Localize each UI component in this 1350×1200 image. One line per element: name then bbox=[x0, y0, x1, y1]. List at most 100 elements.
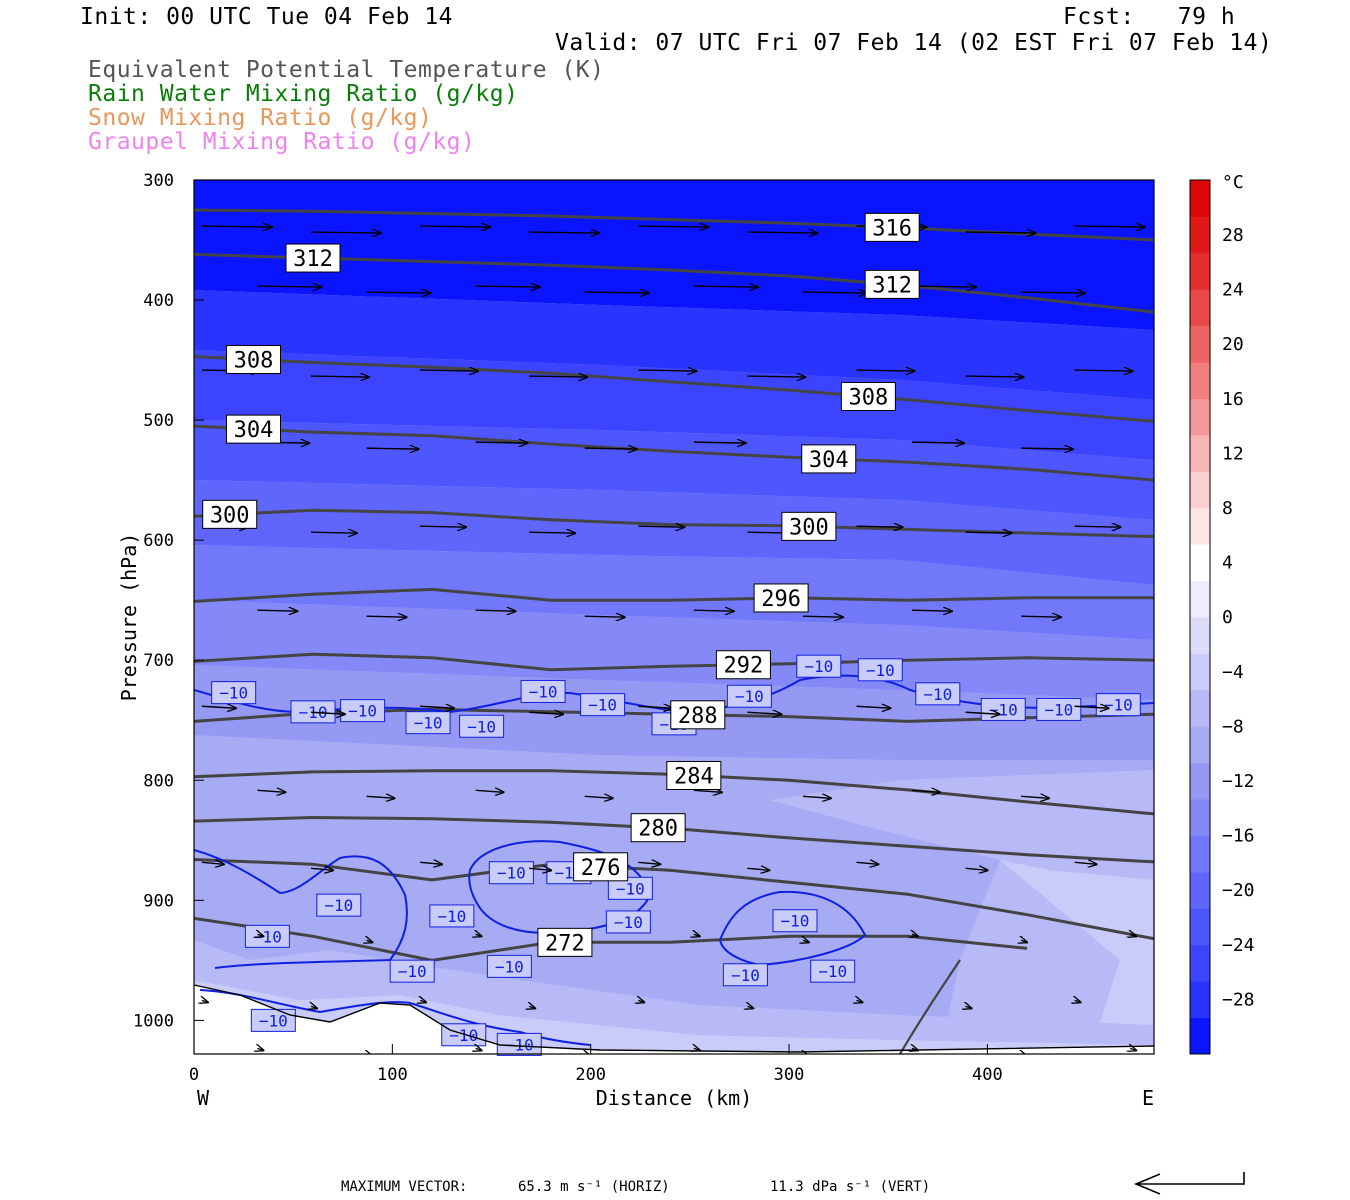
minus10-label: −10 bbox=[915, 682, 961, 706]
wind-vector bbox=[1074, 226, 1145, 227]
theta-e-label-text: 272 bbox=[545, 931, 585, 956]
minus10-label-text: −10 bbox=[616, 879, 645, 898]
minus10-label-box bbox=[211, 681, 257, 705]
wind-vector bbox=[747, 376, 805, 377]
y-tick-label: 500 bbox=[143, 411, 174, 431]
theta-e-label-316: 316 bbox=[864, 212, 920, 242]
colorbar-swatch bbox=[1190, 325, 1210, 363]
minus10-label-box bbox=[520, 679, 566, 703]
y-tick-label: 600 bbox=[143, 531, 174, 551]
minus10-label-box bbox=[605, 910, 651, 934]
wind-vector bbox=[311, 532, 357, 533]
wind-vector bbox=[693, 790, 722, 792]
wind-vector bbox=[911, 610, 952, 611]
wind-vector bbox=[420, 370, 478, 371]
forecast-hour: Fcst: 79 h bbox=[1063, 4, 1236, 30]
colorbar-swatch bbox=[1190, 689, 1210, 727]
minus10-label: −10 bbox=[857, 658, 903, 682]
minus10-label-text: −10 bbox=[398, 962, 427, 981]
wind-vector bbox=[584, 292, 649, 293]
wind-vector bbox=[1021, 448, 1073, 449]
minus10-label: −10 bbox=[1036, 697, 1082, 721]
minus10-label-text: −10 bbox=[614, 913, 643, 932]
terrain-mask bbox=[194, 985, 1154, 1054]
wind-vector bbox=[747, 232, 817, 233]
minus10-label-text: −10 bbox=[588, 696, 617, 715]
wind-vector bbox=[311, 376, 369, 377]
fill-band-3 bbox=[194, 350, 1154, 460]
wind-vector bbox=[529, 868, 551, 870]
wind-vector bbox=[475, 790, 504, 792]
colorbar-swatch bbox=[1190, 471, 1210, 509]
colorbar-tick-label: 8 bbox=[1222, 498, 1233, 519]
field-label-rain: Rain Water Mixing Ratio (g/kg) bbox=[88, 81, 519, 107]
fill-band-9 bbox=[770, 770, 1154, 1054]
wind-vector bbox=[1021, 796, 1049, 798]
wind-vector bbox=[367, 1054, 373, 1056]
x-axis-east-label: E bbox=[1142, 1086, 1154, 1110]
minus10-label-text: −10 bbox=[449, 1026, 478, 1045]
wind-vector bbox=[694, 1048, 700, 1050]
minus10-label-text: −10 bbox=[495, 957, 524, 976]
theta-e-label-312: 312 bbox=[285, 243, 341, 273]
minus10-label: −10 bbox=[244, 924, 290, 948]
theta-e-label-text: 300 bbox=[210, 503, 250, 528]
theta-e-label-272: 272 bbox=[537, 927, 593, 957]
theta-e-label-text: 300 bbox=[789, 515, 829, 540]
wind-vector bbox=[529, 532, 575, 533]
wind-vector bbox=[912, 934, 918, 936]
wind-vector bbox=[1074, 370, 1133, 371]
theta-e-label-box bbox=[226, 414, 282, 444]
wind-vector bbox=[585, 1054, 591, 1056]
wind-vector bbox=[856, 370, 914, 371]
theta-e-contour-296 bbox=[194, 587, 1154, 603]
fill-band-12 bbox=[194, 940, 1154, 1045]
wind-vector bbox=[1074, 526, 1121, 527]
minus10-label-box bbox=[607, 876, 653, 900]
wind-vector bbox=[802, 292, 867, 293]
theta-e-label-304: 304 bbox=[801, 444, 857, 474]
theta-e-label-box bbox=[285, 243, 341, 273]
colorbar-swatch bbox=[1190, 252, 1210, 290]
wind-vector bbox=[1021, 1054, 1027, 1056]
minus10-label-text: −10 bbox=[731, 966, 760, 985]
colorbar-swatch bbox=[1190, 762, 1210, 800]
wind-vector bbox=[638, 706, 672, 708]
minus10-label: −10 bbox=[405, 711, 451, 735]
theta-e-label-text: 288 bbox=[678, 704, 718, 729]
theta-e-contour-276 bbox=[194, 858, 1154, 941]
minus10-label-text: −10 bbox=[219, 684, 248, 703]
max-vector-horiz: 65.3 m s⁻¹ (HORIZ) bbox=[518, 1179, 670, 1195]
x-axis-label: Distance (km) bbox=[596, 1086, 753, 1110]
theta-e-label-box bbox=[202, 499, 258, 529]
theta-e-label-text: 312 bbox=[872, 273, 912, 298]
minus10-label: −10 bbox=[211, 681, 257, 705]
wind-vector bbox=[912, 1048, 918, 1050]
wind-vector bbox=[638, 526, 684, 527]
wind-vector bbox=[257, 610, 297, 611]
wind-vector bbox=[475, 610, 516, 611]
colorbar-swatch bbox=[1190, 871, 1210, 909]
wind-vector bbox=[257, 1048, 263, 1050]
wind-vector bbox=[476, 934, 482, 936]
theta-e-contour-308 bbox=[194, 355, 1154, 423]
wind-vector bbox=[638, 370, 696, 371]
max-vector-label: MAXIMUM VECTOR: bbox=[341, 1179, 467, 1195]
minus10-label: −10 bbox=[796, 654, 842, 678]
wind-vector bbox=[803, 1054, 809, 1056]
minus10-label-text: −10 bbox=[505, 1035, 534, 1054]
minus10-label: −10 bbox=[772, 909, 818, 933]
theta-e-label-box bbox=[864, 269, 920, 299]
minus10-label-text: −10 bbox=[437, 907, 466, 926]
fill-band-5 bbox=[194, 480, 1154, 585]
minus10-label: −10 bbox=[459, 714, 505, 738]
minus10-label-text: −10 bbox=[324, 896, 353, 915]
wind-vector bbox=[803, 940, 809, 942]
wind-vector bbox=[1021, 616, 1061, 617]
wind-vector bbox=[367, 940, 373, 942]
y-tick-label: 900 bbox=[143, 891, 174, 911]
x-tick-label: 300 bbox=[774, 1065, 805, 1085]
wind-vector bbox=[201, 862, 224, 864]
reference-vector-arrow bbox=[1133, 1172, 1245, 1195]
colorbar-frame bbox=[1189, 179, 1211, 1055]
